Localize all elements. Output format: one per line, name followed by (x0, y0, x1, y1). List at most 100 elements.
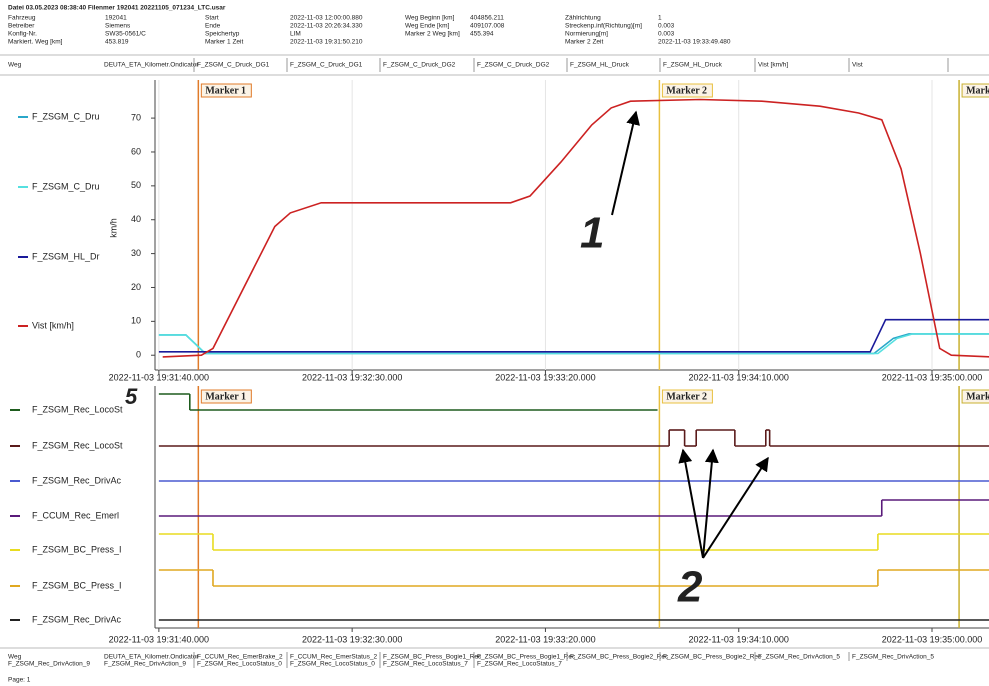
field-label: Markiert. Weg [km] (8, 39, 63, 46)
legend-label: F_ZSGM_Rec_LocoSt (32, 404, 123, 414)
x-tick-label: 2022-11-03 19:34:10.000 (689, 634, 789, 644)
field-value: 0.003 (658, 31, 675, 38)
field-value: 2022-11-03 19:33:49.480 (658, 39, 731, 46)
series-line (158, 333, 989, 355)
field-value: 2022-11-03 20:26:34.330 (290, 23, 363, 30)
y-tick-label: 20 (131, 282, 141, 292)
y-tick-label: 70 (131, 112, 141, 122)
footer-item: F_ZSGM_Rec_LocoStatus_7 (383, 661, 468, 668)
column-header: Vist [km/h] (758, 62, 788, 69)
arrow (702, 448, 719, 559)
legend-label: F_ZSGM_BC_Press_I (32, 544, 122, 554)
column-header: F_ZSGM_C_Druck_DG2 (383, 62, 456, 69)
field-label: Fahrzeug (8, 15, 36, 22)
column-header: F_ZSGM_C_Druck_DG1 (290, 62, 363, 69)
marker-box (961, 389, 989, 404)
footer-item: Weg (8, 654, 22, 661)
x-tick-label: 2022-11-03 19:34:10.000 (689, 372, 789, 382)
footer-item: F_CCUM_Rec_EmerBrake_2 (197, 654, 283, 661)
y-tick-label: 10 (131, 316, 141, 326)
field-label: Ende (205, 23, 221, 30)
column-header: F_ZSGM_C_Druck_DG1 (197, 62, 270, 69)
marker-label: Marker 2 (666, 391, 707, 402)
footer-item: DEUTA_ETA_Kilometr.Ondicator (104, 654, 199, 661)
header-title: Datei 03.05.2023 08:38:40 Filenmer 19204… (8, 5, 226, 12)
legend-label: F_ZSGM_HL_Dr (32, 251, 100, 261)
y-tick-label: 40 (131, 214, 141, 224)
y-tick-label: 0 (136, 350, 141, 360)
field-value: 404856.211 (470, 15, 504, 22)
field-label: Normierung[m] (565, 31, 608, 38)
marker-box (961, 83, 989, 98)
footer-item: F_ZSGM_BC_Press_Bogie1_Rec (477, 654, 576, 661)
legend-label: F_ZSGM_C_Dru (32, 111, 100, 121)
x-tick-label: 2022-11-03 19:35:00.000 (882, 634, 982, 644)
field-label: Marker 2 Weg [km] (405, 31, 460, 38)
field-value: LIM (290, 31, 301, 38)
field-label: Start (205, 15, 219, 22)
footer-item: F_ZSGM_BC_Press_Bogie2_Rec (663, 654, 762, 661)
legend-label: F_ZSGM_Rec_DrivAc (32, 614, 122, 624)
field-label: Marker 2 Zeit (565, 39, 603, 46)
marker-label: Marker 1 (205, 85, 246, 96)
field-label: Konfig-Nr. (8, 31, 37, 38)
field-value: 1 (658, 15, 662, 22)
marker-box (200, 83, 252, 98)
field-value: 455.394 (470, 31, 494, 38)
field-label: Betreiber (8, 23, 35, 30)
column-header: DEUTA_ETA_Kilometr.Ondicator (104, 62, 199, 69)
footer-item: F_ZSGM_BC_Press_Bogie1_Rec (383, 654, 482, 661)
footer-item: F_ZSGM_Rec_LocoStatus_0 (197, 661, 282, 668)
legend-label: F_ZSGM_C_Dru (32, 181, 100, 191)
footer-item: F_ZSGM_Rec_LocoStatus_0 (290, 661, 375, 668)
legend-label: F_ZSGM_Rec_DrivAc (32, 475, 122, 485)
field-label: Streckenp.inf(Richtung)[m] (565, 23, 642, 30)
x-tick-label: 2022-11-03 19:33:20.000 (495, 634, 595, 644)
marker-box (661, 83, 713, 98)
marker-label: Marker 3 (966, 85, 989, 96)
legend-label: F_ZSGM_BC_Press_I (32, 580, 122, 590)
footer-item: F_ZSGM_Rec_DrivAction_5 (758, 654, 840, 661)
y-axis-label: km/h (108, 218, 118, 238)
footer-item: F_ZSGM_Rec_DrivAction_5 (852, 654, 934, 661)
x-tick-label: 2022-11-03 19:32:30.000 (302, 372, 402, 382)
x-tick-label: 2022-11-03 19:31:40.000 (109, 372, 209, 382)
annotation: 5 (125, 384, 138, 409)
x-tick-label: 2022-11-03 19:32:30.000 (302, 634, 402, 644)
field-value: 0.003 (658, 23, 675, 30)
marker-label: Marker 2 (666, 85, 707, 96)
arrow (678, 448, 704, 559)
field-value: 453.819 (105, 39, 129, 46)
legend-label: F_ZSGM_Rec_LocoSt (32, 440, 123, 450)
column-header: Weg (8, 62, 22, 69)
marker-box (200, 389, 252, 404)
series-line (158, 318, 989, 353)
field-label: Zählrichtung (565, 15, 601, 22)
arrow (611, 110, 640, 216)
annotation: 2 (677, 563, 703, 612)
field-label: Speichertyp (205, 31, 240, 38)
x-tick-label: 2022-11-03 19:35:00.000 (882, 372, 982, 382)
field-label: Weg Beginn [km] (405, 15, 455, 22)
column-header: F_ZSGM_HL_Druck (663, 62, 723, 69)
page-number: Page: 1 (8, 677, 31, 684)
marker-label: Marker 1 (205, 391, 246, 402)
y-tick-label: 50 (131, 180, 141, 190)
field-label: Weg Ende [km] (405, 23, 450, 30)
field-label: Marker 1 Zeit (205, 39, 243, 46)
field-value: 192041 (105, 15, 127, 22)
field-value: 2022-11-03 19:31:50.210 (290, 39, 363, 46)
field-value: 2022-11-03 12:00:00.880 (290, 15, 363, 22)
field-value: 409107.008 (470, 23, 505, 30)
legend-label: Vist [km/h] (32, 320, 74, 330)
arrow (702, 456, 769, 559)
footer-item: F_ZSGM_BC_Press_Bogie2_Rec (570, 654, 669, 661)
field-value: Siemens (105, 23, 131, 30)
series-line (162, 98, 989, 358)
footer-item: F_ZSGM_Rec_DrivAction_9 (8, 661, 90, 668)
marker-label: Marker 3 (966, 391, 989, 402)
x-tick-label: 2022-11-03 19:31:40.000 (109, 634, 209, 644)
y-tick-label: 60 (131, 146, 141, 156)
